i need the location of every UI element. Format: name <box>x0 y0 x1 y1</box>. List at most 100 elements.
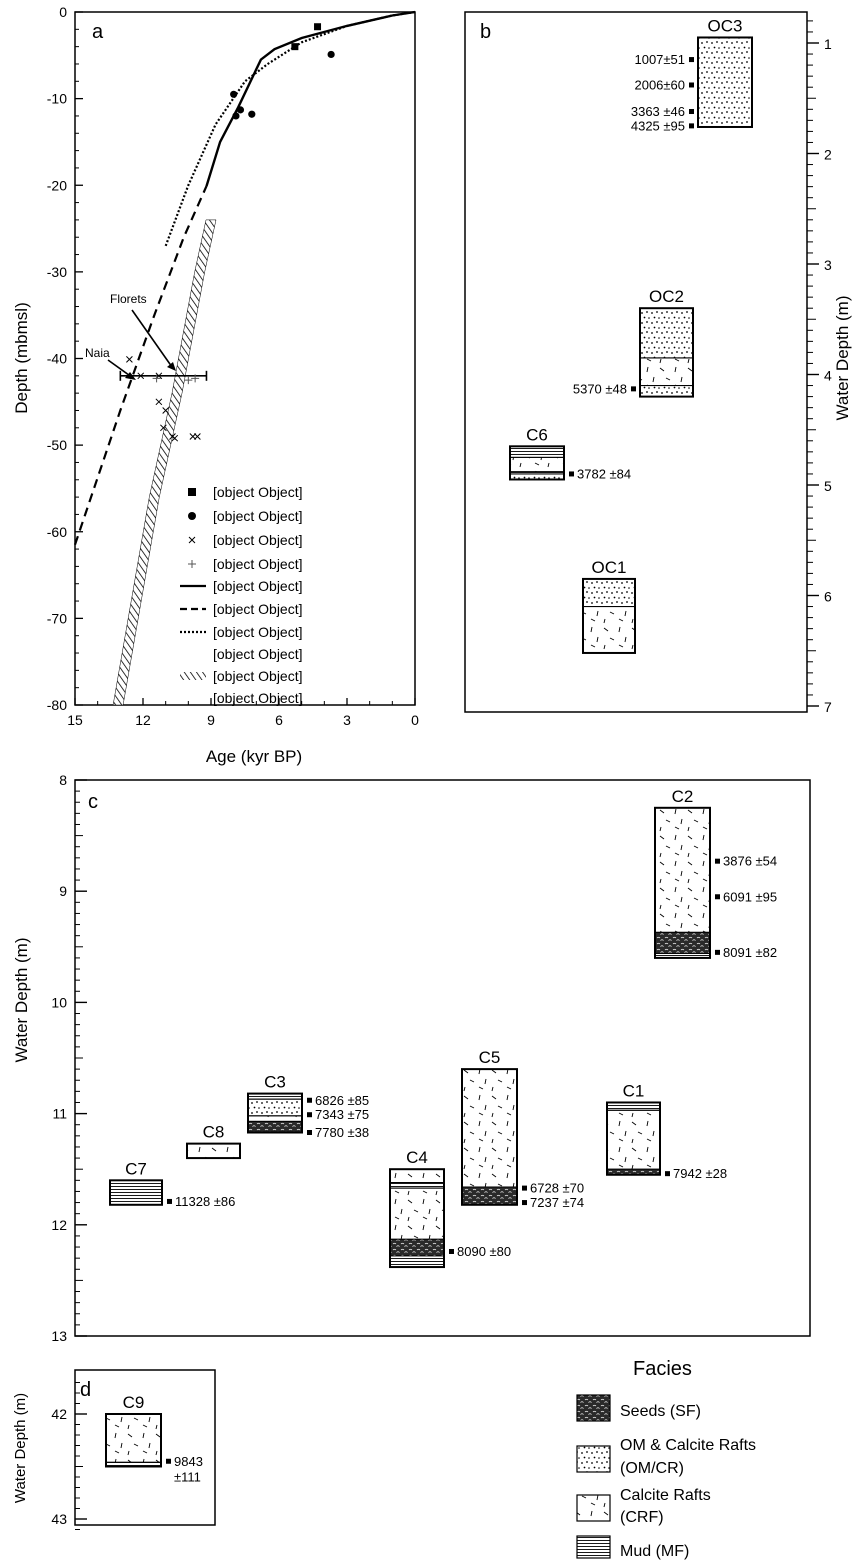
date-label: 7780 ±38 <box>315 1125 369 1140</box>
column-outline <box>105 1413 162 1468</box>
legend-label: [object Object] <box>213 578 303 594</box>
panel-d-columns: C9 9843±111 <box>105 1393 203 1484</box>
column-name: OC3 <box>708 16 743 35</box>
facies-swatch-mud <box>576 1535 611 1559</box>
y-tick-label: 3 <box>824 257 832 273</box>
column-outline <box>247 1092 303 1134</box>
date-label: 7343 ±75 <box>315 1107 369 1122</box>
panel-d-axes: 42 43 <box>51 1382 87 1530</box>
column-c1: C1 7942 ±28 <box>606 1081 727 1181</box>
point-pit-core <box>191 374 200 383</box>
date-label: 11328 ±86 <box>175 1194 235 1209</box>
layer-sf <box>461 1186 518 1206</box>
panel-a-letter: a <box>92 21 104 43</box>
series-milne-peros-line <box>205 10 416 187</box>
x-tick-label: 0 <box>411 712 419 728</box>
date-marker <box>449 1248 454 1254</box>
layer-mf <box>389 1255 445 1268</box>
panel-a-xlabel: Age (kyr BP) <box>206 747 302 766</box>
facies-label-crf-1: Calcite Rafts <box>620 1487 711 1504</box>
layer-mf <box>389 1182 445 1189</box>
date-label: 5370 ±48 <box>573 381 627 396</box>
layer-om-cr <box>247 1098 303 1117</box>
legend-band-hatch <box>180 672 206 680</box>
layer-sf <box>654 931 711 954</box>
point-cenote-ich-balam <box>236 106 245 114</box>
y-tick-label: 4 <box>824 368 832 384</box>
y-tick-label: 2 <box>824 147 832 163</box>
legend-label: [object Object] <box>213 556 303 572</box>
panel-a: a Age (kyr BP) Depth (mbmsl) 15 12 9 6 3 0 0 -1… <box>12 4 419 766</box>
column-name: C8 <box>203 1123 225 1142</box>
date-label: 3363 ±46 <box>631 104 685 119</box>
y-tick-label: 1 <box>824 36 832 52</box>
date-label: 6826 ±85 <box>315 1093 369 1108</box>
layer-crf <box>654 807 711 933</box>
legend-marker-x <box>188 536 196 544</box>
series-medina-elizalde-band <box>112 219 217 706</box>
panel-a-ylabel: Depth (mbmsl) <box>12 302 31 413</box>
y-tick-label: -40 <box>47 351 67 367</box>
series-extrapolated-line <box>73 185 208 546</box>
panel-b-letter: b <box>480 21 491 43</box>
panel-d-ylabel: Water Depth (m) <box>12 1393 29 1503</box>
column-name: OC2 <box>649 287 684 306</box>
series-toscano-line <box>164 10 416 247</box>
point-hoyo-negro-wall <box>194 433 201 440</box>
panel-d-letter: d <box>80 1379 91 1401</box>
date-marker <box>307 1112 312 1118</box>
panel-c: c Water Depth (m) 8 9 10 11 12 13 C2 3876 ±54 6… <box>12 772 811 1344</box>
legend-marker-square <box>188 488 196 496</box>
layer-crf <box>247 1115 303 1122</box>
date-label: 6728 ±70 <box>530 1181 584 1196</box>
point-cenote-ich-balam <box>327 50 335 59</box>
layer-crf <box>389 1168 445 1184</box>
column-outline <box>186 1142 241 1160</box>
date-label: ±111 <box>174 1469 201 1484</box>
point-cenote-oasis <box>291 43 299 51</box>
y-tick-label: -60 <box>47 524 67 540</box>
date-label: 8091 ±82 <box>723 945 777 960</box>
y-tick-label: 42 <box>51 1406 67 1422</box>
date-label: 1007±51 <box>634 52 685 67</box>
date-marker <box>522 1185 527 1191</box>
point-hoyo-negro-wall <box>160 424 167 432</box>
y-tick-label: -80 <box>47 697 67 713</box>
date-marker <box>167 1198 172 1204</box>
legend-label: [object Object] <box>213 484 303 500</box>
panel-c-ylabel: Water Depth (m) <box>12 937 31 1062</box>
point-hoyo-negro-wall <box>171 434 179 442</box>
florets-arrow-head <box>167 362 176 371</box>
y-tick-label: -50 <box>47 437 67 453</box>
facies-label-crf-2: (CRF) <box>620 1509 664 1526</box>
y-tick-label: 6 <box>824 589 832 605</box>
date-marker <box>166 1458 171 1464</box>
legend-label: [object Object] <box>213 646 303 662</box>
layer-crf <box>105 1413 162 1463</box>
point-hoyo-negro-wall <box>162 407 170 414</box>
date-marker <box>522 1200 527 1206</box>
facies-swatch-om-cr <box>576 1445 611 1473</box>
layer-sf <box>389 1238 445 1257</box>
column-name: C3 <box>264 1073 286 1092</box>
legend-label: [object Object] <box>213 532 303 548</box>
date-marker <box>689 82 694 88</box>
date-label: 3782 ±84 <box>577 466 631 481</box>
panel-d-frame <box>74 1369 216 1526</box>
date-marker <box>665 1171 670 1177</box>
date-marker <box>689 123 694 129</box>
panel-b-axes: 1 2 3 4 5 6 7 <box>807 20 832 715</box>
panel-a-legend: [object Object] [object Object] [object Ob… <box>180 484 303 706</box>
date-marker <box>715 894 720 900</box>
date-marker <box>307 1130 312 1136</box>
panel-c-columns: C2 3876 ±54 6091 ±95 8091 ±82 C3 6826 ±857343… <box>109 787 777 1269</box>
date-label: 2006±60 <box>634 77 685 92</box>
column-outline <box>654 806 711 959</box>
layer-crf <box>606 1109 661 1170</box>
facies-swatch-seeds <box>576 1394 611 1422</box>
date-label: 8090 ±80 <box>457 1244 511 1259</box>
column-name: C6 <box>526 425 548 444</box>
facies-label-om-cr-2: (OM/CR) <box>620 1460 684 1477</box>
